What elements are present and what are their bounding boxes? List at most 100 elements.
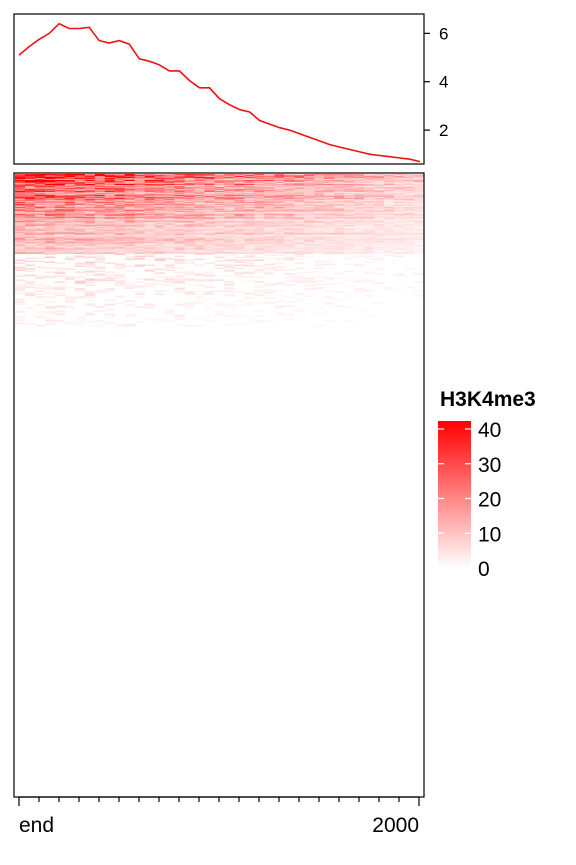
heatmap-cell	[94, 191, 106, 194]
heatmap-cell	[314, 218, 325, 221]
heatmap-cell	[294, 275, 305, 277]
heatmap-cell	[364, 249, 375, 251]
heatmap-cell	[114, 240, 136, 242]
heatmap-cell	[74, 218, 86, 221]
heatmap-cell	[194, 197, 205, 200]
heatmap-cell	[334, 250, 345, 252]
heatmap-cell	[264, 227, 275, 230]
heatmap-cell	[314, 211, 325, 214]
heatmap-cell	[364, 244, 375, 246]
heatmap-cell	[394, 246, 405, 248]
heatmap-cell	[44, 219, 56, 222]
heatmap-cell	[294, 185, 305, 188]
heatmap-cell	[214, 212, 225, 215]
heatmap-cell	[174, 196, 185, 199]
heatmap-cell	[124, 186, 136, 189]
y-tick-label: 2	[439, 121, 448, 140]
heatmap-cell	[144, 184, 155, 187]
heatmap-cell	[74, 213, 86, 216]
heatmap-cell	[184, 242, 195, 244]
heatmap-cell	[354, 210, 365, 213]
heatmap-cell	[124, 180, 136, 183]
heatmap-cell	[374, 186, 385, 189]
heatmap-cell	[134, 232, 145, 235]
heatmap-cell	[374, 220, 385, 223]
heatmap-cell	[284, 246, 295, 248]
heatmap-cell	[134, 178, 145, 181]
heatmap-cell	[54, 240, 66, 242]
heatmap-cell	[24, 274, 36, 276]
heatmap-cell	[144, 236, 155, 238]
heatmap-cell	[164, 191, 175, 194]
heatmap-cell	[254, 321, 265, 323]
heatmap-cell	[64, 224, 76, 227]
heatmap-cell	[24, 286, 36, 288]
heatmap-cell	[404, 244, 415, 246]
heatmap-cell	[24, 226, 36, 229]
heatmap-cell	[274, 201, 285, 204]
heatmap-cell	[414, 272, 424, 274]
heatmap-cell	[15, 206, 26, 209]
heatmap-cell	[264, 224, 275, 227]
heatmap-cell	[304, 217, 315, 220]
heatmap-cell	[394, 235, 405, 237]
heatmap-cell	[34, 203, 46, 206]
heatmap-cell	[384, 190, 395, 193]
heatmap-cell	[124, 215, 136, 218]
heatmap-cell	[15, 229, 26, 232]
heatmap-cell	[174, 183, 185, 186]
heatmap-cell	[15, 193, 26, 196]
heatmap-cell	[84, 214, 96, 217]
heatmap-cell	[304, 210, 315, 213]
heatmap-cell	[124, 242, 136, 244]
heatmap-cell	[15, 230, 26, 233]
heatmap-cell	[144, 179, 155, 182]
heatmap-cell	[44, 182, 56, 185]
heatmap-cell	[84, 220, 96, 223]
heatmap-cell	[294, 179, 305, 182]
heatmap-cell	[54, 191, 66, 194]
heatmap-cell	[284, 243, 295, 245]
heatmap-cell	[174, 190, 185, 193]
heatmap-cell	[284, 190, 295, 193]
heatmap-cell	[94, 179, 106, 182]
heatmap-cell	[134, 237, 145, 239]
heatmap-cell	[284, 182, 295, 185]
heatmap-cell	[314, 240, 325, 242]
heatmap-cell	[264, 202, 275, 205]
heatmap-cell	[64, 176, 76, 179]
heatmap-cell	[94, 280, 106, 282]
heatmap-cell	[174, 192, 185, 195]
heatmap-cell	[244, 231, 255, 234]
heatmap-cell	[104, 204, 116, 207]
heatmap-cell	[204, 209, 215, 212]
heatmap-cell	[304, 284, 315, 286]
heatmap-cell	[324, 241, 335, 243]
heatmap-cell	[244, 194, 255, 197]
heatmap-cell	[34, 212, 46, 215]
heatmap-cell	[364, 295, 375, 297]
heatmap-cell	[124, 229, 136, 232]
heatmap-cell	[34, 284, 46, 286]
heatmap-cell	[184, 197, 195, 200]
heatmap-cell	[34, 316, 46, 318]
heatmap-cell	[124, 235, 136, 237]
heatmap-cell	[364, 210, 375, 213]
heatmap-cell	[384, 211, 395, 214]
heatmap-cell	[404, 210, 415, 213]
heatmap-cell	[54, 196, 66, 199]
heatmap-cell	[74, 205, 86, 208]
heatmap-cell	[15, 233, 26, 236]
heatmap-cell	[264, 206, 275, 209]
heatmap-cell	[264, 302, 275, 304]
heatmap-cell	[134, 235, 145, 237]
heatmap-cell	[404, 182, 415, 185]
heatmap-cell	[414, 180, 424, 183]
heatmap-cell	[64, 195, 76, 198]
heatmap-cell	[394, 177, 405, 180]
heatmap-cell	[314, 203, 325, 206]
heatmap-cell	[224, 242, 235, 244]
heatmap-cell	[364, 238, 385, 240]
heatmap-cell	[74, 178, 86, 181]
heatmap-cell	[94, 202, 106, 205]
